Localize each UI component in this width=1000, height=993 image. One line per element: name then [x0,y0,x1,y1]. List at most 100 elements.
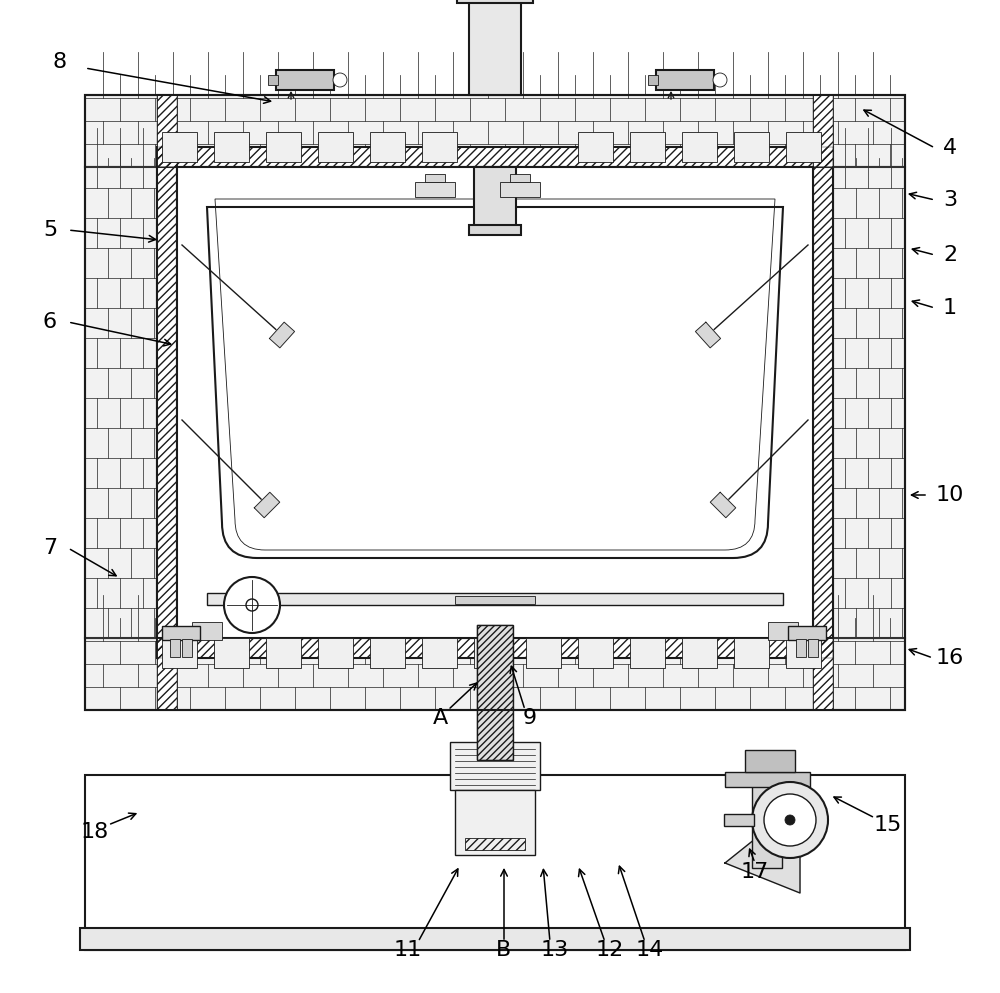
Bar [648,75,658,85]
Bar [630,132,665,162]
Bar [630,638,665,668]
Bar [687,632,712,638]
Bar [455,596,535,604]
Bar [427,632,452,638]
Text: 3: 3 [943,190,957,210]
Bar [578,132,613,162]
Text: 5: 5 [43,220,57,240]
Bar [752,772,782,868]
Bar [465,838,525,850]
Bar [682,132,717,162]
Bar [469,0,521,95]
Bar [370,132,405,162]
Bar [170,639,180,657]
Text: 2: 2 [943,245,957,265]
Bar [682,638,717,668]
Bar [318,638,353,668]
Text: 12: 12 [596,940,624,960]
Bar [85,638,905,710]
Bar [813,638,833,710]
Bar [687,160,712,166]
Text: 11: 11 [394,940,422,960]
Bar [162,132,197,162]
Bar [187,605,803,625]
Bar [214,638,249,668]
Bar [157,167,177,638]
Bar [500,182,540,197]
Text: 9: 9 [523,708,537,728]
Bar [276,70,334,90]
Bar [157,167,177,638]
Bar [813,95,833,167]
Polygon shape [269,322,295,348]
Bar [526,638,561,668]
Bar [578,638,613,668]
Text: 4: 4 [943,138,957,158]
Polygon shape [710,493,736,517]
Bar [725,772,810,787]
Bar [739,632,764,638]
Bar [833,167,905,638]
Bar [813,167,833,638]
Bar [422,638,457,668]
Text: 17: 17 [741,862,769,882]
Bar [157,147,833,167]
Bar [192,622,222,640]
Circle shape [785,815,795,825]
Bar [167,632,192,638]
Bar [157,638,833,658]
Bar [207,593,783,605]
Bar [734,132,769,162]
Bar [734,638,769,668]
Bar [85,775,905,950]
Bar [182,639,192,657]
Bar [786,132,821,162]
Bar [791,160,816,166]
Bar [455,790,535,855]
Text: 13: 13 [541,940,569,960]
Bar [85,95,905,710]
Bar [724,814,754,826]
Bar [796,639,806,657]
Bar [531,632,556,638]
Bar [479,632,504,638]
Text: 1: 1 [943,298,957,318]
Bar [813,167,833,638]
Text: 8: 8 [53,52,67,72]
Bar [477,625,513,760]
Bar [450,742,540,790]
Bar [786,638,821,668]
Bar [167,160,192,166]
Text: 18: 18 [81,822,109,842]
Bar [80,928,910,950]
Circle shape [246,599,258,611]
Bar [187,605,803,625]
Bar [808,639,818,657]
Bar [422,132,457,162]
Bar [219,632,244,638]
Text: 14: 14 [636,940,664,960]
Bar [791,632,816,638]
Bar [813,638,833,710]
Polygon shape [695,322,721,348]
Text: A: A [432,708,448,728]
Circle shape [333,73,347,87]
Bar [323,160,348,166]
Bar [323,632,348,638]
Bar [813,95,833,167]
Bar [415,182,455,197]
Text: 6: 6 [43,312,57,332]
Bar [268,75,278,85]
Bar [583,632,608,638]
Bar [85,95,905,167]
Bar [219,160,244,166]
Bar [656,70,714,90]
Bar [214,132,249,162]
Bar [477,625,513,760]
Bar [157,638,833,658]
Bar [474,167,516,227]
Bar [427,160,452,166]
Bar [768,622,798,640]
Bar [635,632,660,638]
Bar [510,174,530,182]
